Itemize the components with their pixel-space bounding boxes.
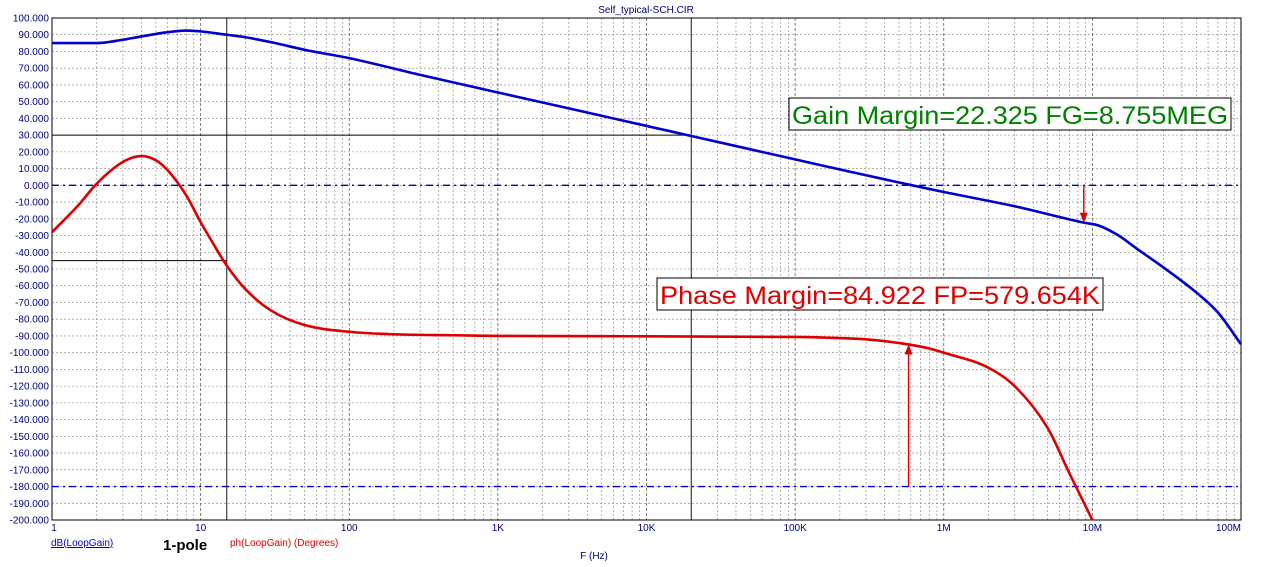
y-tick-label: -90.000 <box>15 331 49 342</box>
y-tick-label: 100.000 <box>13 14 50 25</box>
reference-lines <box>52 184 1241 488</box>
y-tick-label: -180.000 <box>10 482 50 493</box>
x-tick-label: 1M <box>937 523 951 534</box>
major-grid <box>200 18 1093 520</box>
y-tick-label: -170.000 <box>10 465 50 476</box>
y-tick-label: 30.000 <box>18 131 49 142</box>
y-tick-label: 0.000 <box>24 181 49 192</box>
plot-frame <box>51 17 1242 521</box>
y-tick-label: -100.000 <box>10 348 50 359</box>
y-tick-label: 40.000 <box>18 114 49 125</box>
y-tick-label: 20.000 <box>18 147 49 158</box>
x-tick-label: 10K <box>638 523 656 534</box>
x-tick-label: 10M <box>1083 523 1102 534</box>
marker-arrowhead <box>904 344 913 355</box>
gain-margin-text: Gain Margin=22.325 FG=8.755MEG <box>792 102 1228 130</box>
y-axis-ticks: 100.000 90.000 80.000 70.000 60.000 50.000 40.… <box>10 14 50 527</box>
y-tick-label: -10.000 <box>15 198 49 209</box>
y-tick-label: -30.000 <box>15 231 49 242</box>
y-tick-label: -20.000 <box>15 214 49 225</box>
y-tick-label: -110.000 <box>10 365 49 376</box>
legend-phase-label[interactable]: ph(LoopGain) (Degrees) <box>230 538 338 549</box>
y-tick-label: -80.000 <box>15 315 49 326</box>
y-tick-label: -140.000 <box>10 415 50 426</box>
traces <box>51 29 1243 521</box>
y-tick-label: 90.000 <box>18 30 49 41</box>
y-tick-label: -120.000 <box>10 382 50 393</box>
pole-label: 1-pole <box>163 537 207 554</box>
y-tick-label: -70.000 <box>15 298 49 309</box>
y-tick-label: 70.000 <box>18 64 49 75</box>
x-tick-label: 10 <box>195 523 207 534</box>
y-tick-label: -40.000 <box>15 248 49 259</box>
y-tick-label: -50.000 <box>15 265 49 276</box>
cursor-lines <box>52 18 692 520</box>
y-tick-label: -160.000 <box>10 449 50 460</box>
y-tick-label: -200.000 <box>10 516 50 527</box>
legend-gain-label[interactable]: dB(LoopGain) <box>51 538 113 549</box>
y-tick-label: -190.000 <box>10 499 50 510</box>
y-tick-label: 60.000 <box>18 80 49 91</box>
x-tick-label: 1K <box>492 523 505 534</box>
phase-margin-box <box>656 277 1104 311</box>
y-tick-label: 50.000 <box>18 97 49 108</box>
chart-title: Self_typical-SCH.CIR <box>598 5 694 16</box>
gain-margin-annotation: Gain Margin=22.325 FG=8.755MEG <box>788 97 1232 131</box>
gain-trace <box>52 29 1243 346</box>
y-tick-label: 10.000 <box>18 164 49 175</box>
marker-arrowhead <box>1079 212 1088 223</box>
gain-margin-box <box>788 97 1232 131</box>
x-axis-ticks: 1 10 100 1K 10K 100K 1M 10M 100M <box>51 523 1241 534</box>
x-tick-label: 100 <box>341 523 358 534</box>
phase-margin-annotation: Phase Margin=84.922 FP=579.654K <box>656 277 1104 311</box>
phase-trace <box>51 154 1094 521</box>
x-tick-label: 100K <box>783 523 807 534</box>
x-tick-label: 100M <box>1216 523 1241 534</box>
y-tick-label: -150.000 <box>10 432 50 443</box>
y-tick-label: -60.000 <box>15 281 49 292</box>
y-tick-label: 80.000 <box>18 47 49 58</box>
x-tick-label: 1 <box>51 523 57 534</box>
y-tick-label: -130.000 <box>10 398 50 409</box>
phase-margin-text: Phase Margin=84.922 FP=579.654K <box>660 282 1100 310</box>
x-axis-label: F (Hz) <box>580 551 608 562</box>
margin-markers <box>904 185 1088 487</box>
